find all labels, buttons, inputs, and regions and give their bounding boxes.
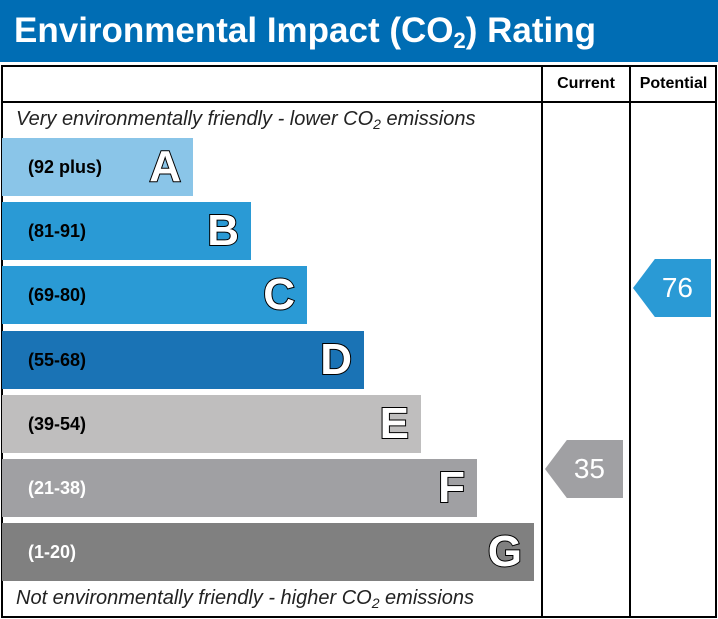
- band-letter: D: [319, 334, 353, 385]
- band-letter: E: [379, 398, 410, 449]
- band-d: (55-68) D: [2, 331, 364, 389]
- potential-column-header: Potential: [639, 75, 708, 92]
- band-letter: A: [148, 141, 182, 192]
- band-f: (21-38) F: [2, 459, 477, 517]
- header-divider: [1, 101, 717, 103]
- top-note: Very environmentally friendly - lower CO…: [16, 108, 476, 132]
- current-column-header: Current: [557, 75, 615, 92]
- band-c: (69-80) C: [2, 266, 307, 324]
- band-range: (39-54): [28, 414, 87, 434]
- band-range: (1-20): [28, 542, 77, 562]
- band-range: (69-80): [28, 285, 87, 305]
- band-g: (1-20) G: [2, 523, 534, 581]
- bottom-note: Not environmentally friendly - higher CO…: [16, 587, 474, 611]
- title-bar: Environmental Impact (CO2) Rating: [0, 0, 718, 62]
- title-subscript: 2: [453, 28, 466, 53]
- band-letter: G: [487, 526, 523, 577]
- band-range: (81-91): [28, 221, 87, 241]
- title-text: Environmental Impact (CO: [14, 11, 454, 50]
- band-letter: F: [437, 462, 466, 513]
- band-range: (92 plus): [28, 157, 103, 177]
- band-b: (81-91) B: [2, 202, 251, 260]
- potential-column-divider: [629, 65, 631, 618]
- band-letter: C: [262, 269, 296, 320]
- title-text-end: ) Rating: [465, 11, 597, 50]
- band-letter: B: [206, 205, 240, 256]
- band-range: (21-38): [28, 478, 87, 498]
- current-column-divider: [541, 65, 543, 618]
- potential-rating-arrow: 76: [633, 259, 711, 317]
- band-e: (39-54) E: [2, 395, 421, 453]
- band-range: (55-68): [28, 350, 87, 370]
- band-a: (92 plus) A: [2, 138, 193, 196]
